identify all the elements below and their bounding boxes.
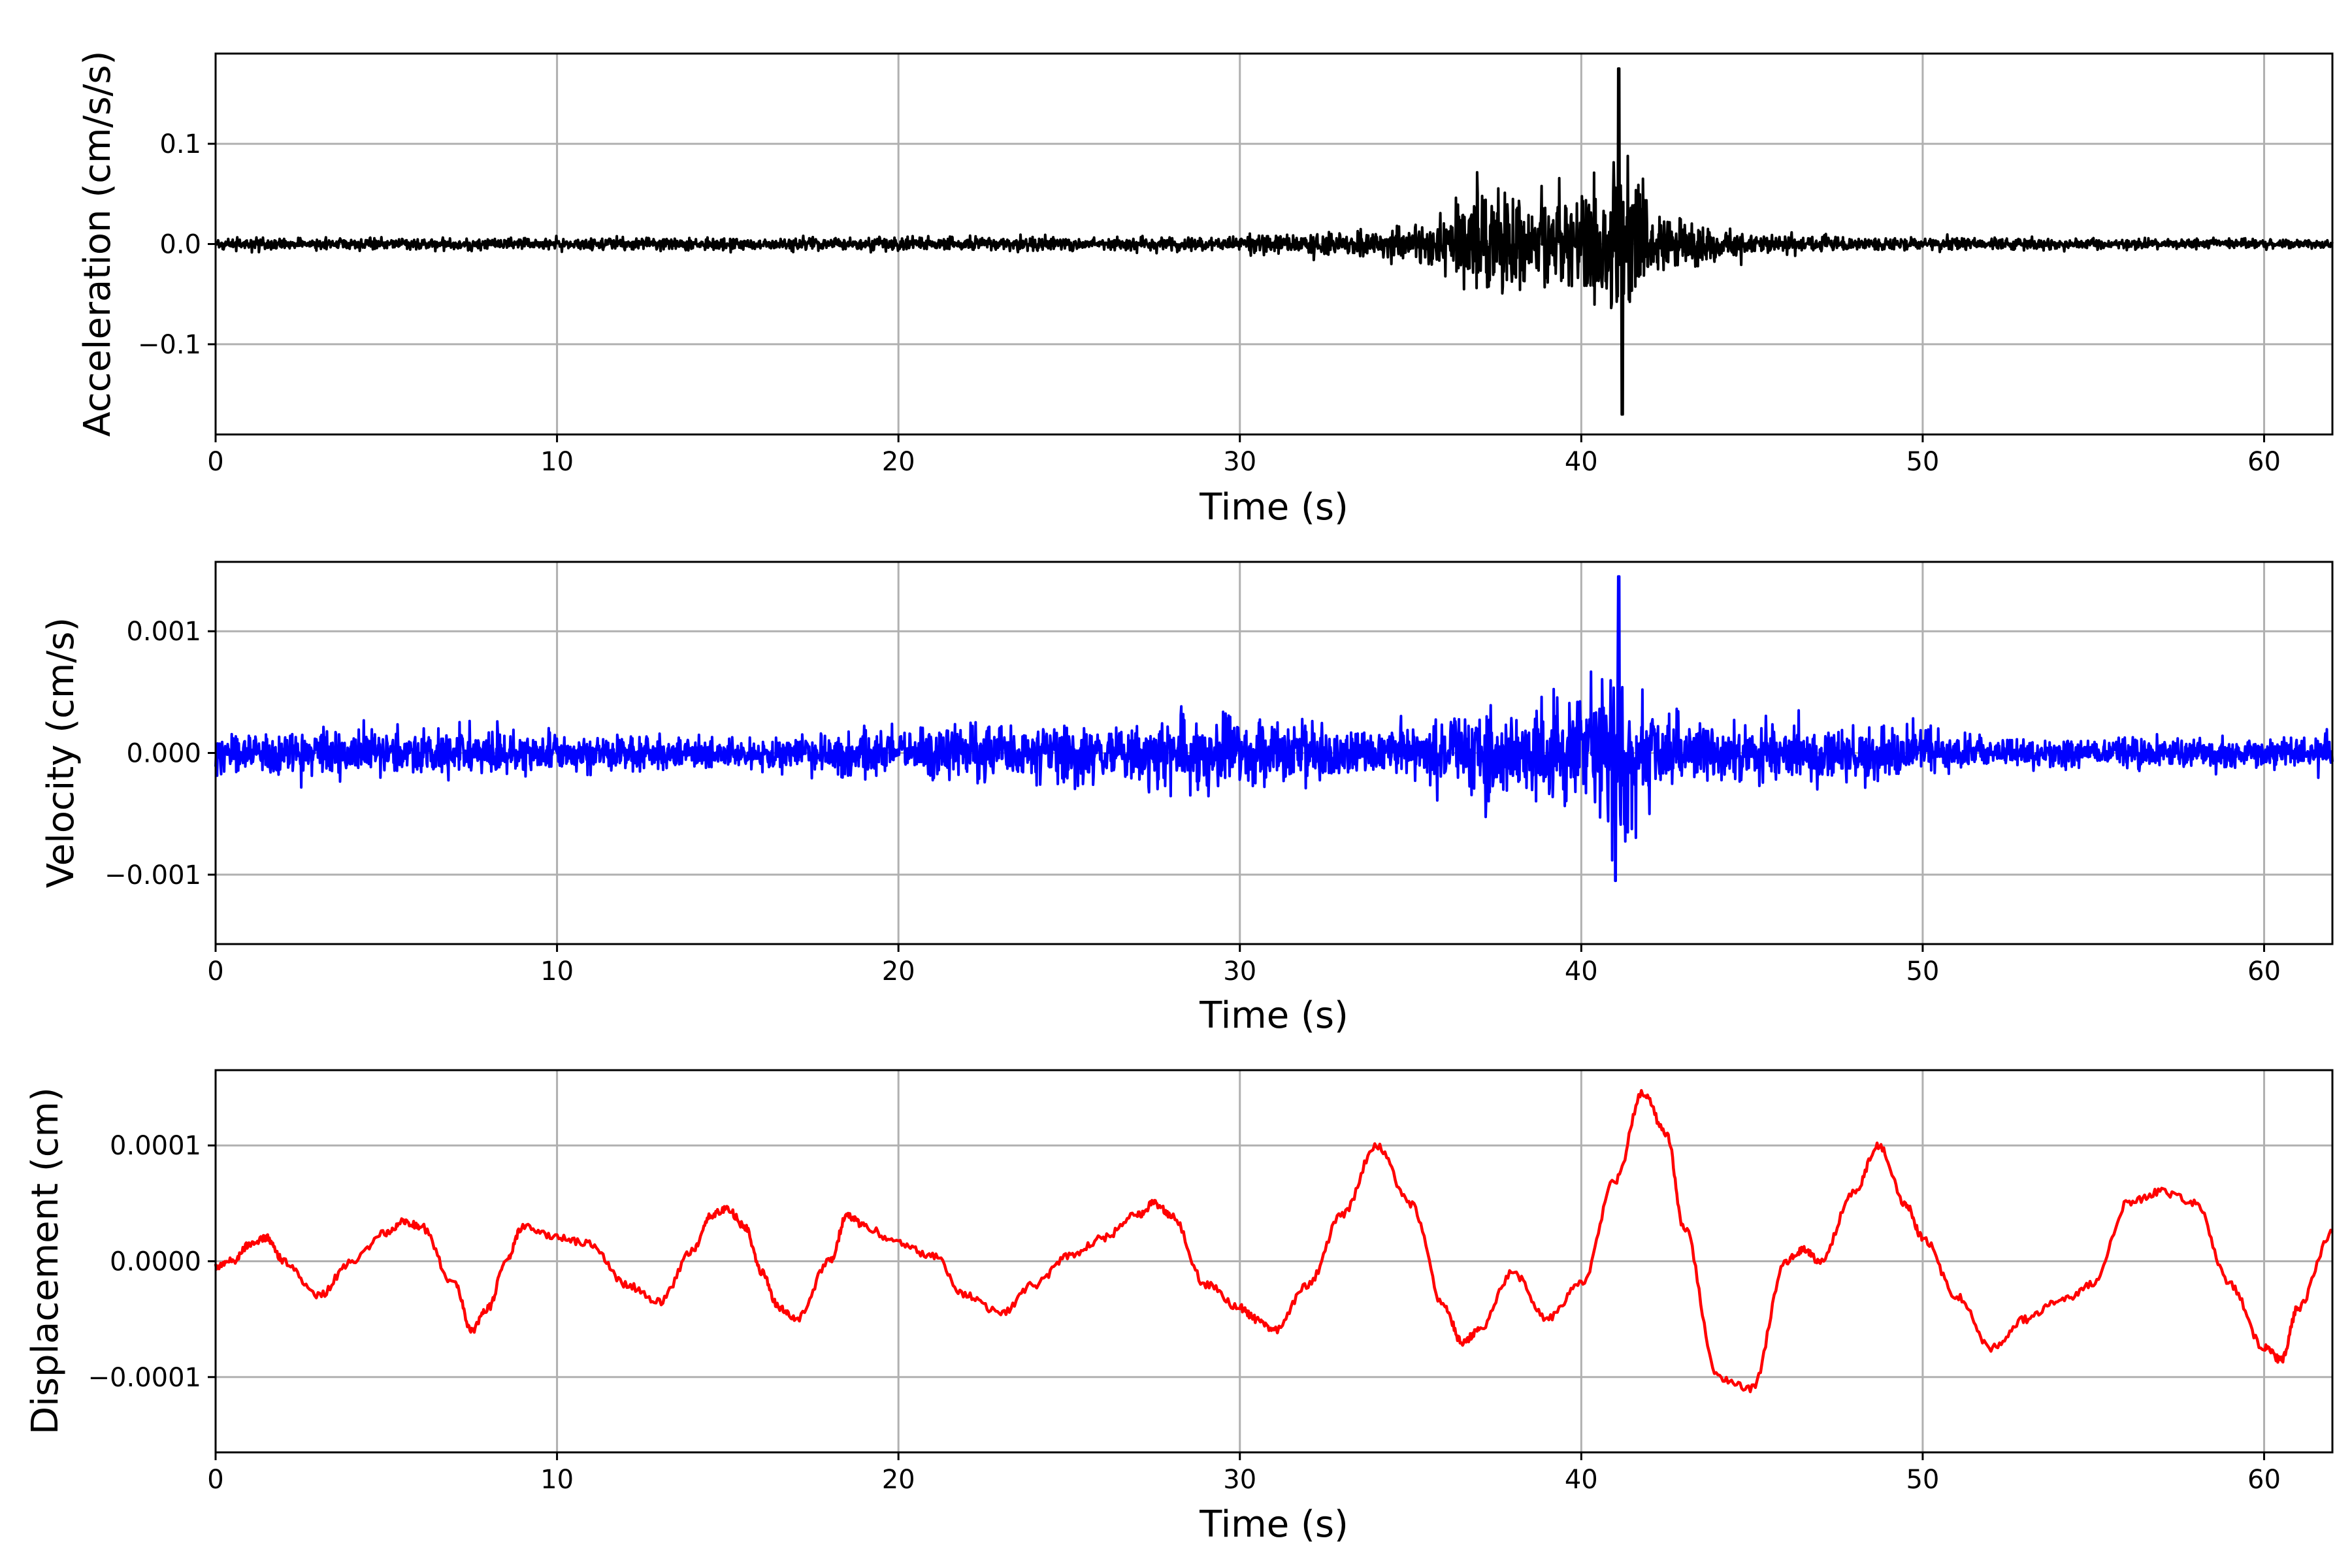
displacement-xlabel: Time (s) (1199, 1503, 1348, 1546)
displacement-ytick-label: 0.0001 (110, 1131, 201, 1161)
displacement-xtick-label: 0 (207, 1465, 223, 1495)
velocity-ytick-label: 0.001 (126, 617, 201, 647)
displacement-xtick-label: 30 (1223, 1465, 1256, 1495)
velocity-xtick-label: 30 (1223, 956, 1256, 987)
velocity-panel: 0 10 20 30 40 50 60 −0.001 0.000 0.001 Time (s) V… (40, 561, 2334, 1037)
displacement-xtick-label: 20 (882, 1465, 915, 1495)
displacement-ticks: 0 10 20 30 40 50 60 −0.0001 0.0000 0.0001 (88, 1131, 2281, 1495)
acceleration-ytick-label: 0.1 (159, 129, 201, 159)
acceleration-xtick-label: 60 (2247, 447, 2281, 477)
velocity-xtick-label: 60 (2247, 956, 2281, 987)
acceleration-xtick-label: 10 (540, 447, 574, 477)
displacement-panel: 0 10 20 30 40 50 60 −0.0001 0.0000 0.0001 Time (s… (24, 1069, 2334, 1546)
acceleration-xtick-label: 0 (207, 447, 223, 477)
displacement-trace (214, 1088, 2334, 1394)
acceleration-ytick-label: 0.0 (159, 230, 201, 260)
acceleration-xtick-label: 20 (882, 447, 915, 477)
velocity-xtick-label: 10 (540, 956, 574, 987)
velocity-ylabel: Velocity (cm/s) (40, 617, 82, 889)
velocity-xtick-label: 40 (1565, 956, 1598, 987)
acceleration-xtick-label: 30 (1223, 447, 1256, 477)
displacement-ytick-label: 0.0000 (110, 1247, 201, 1277)
velocity-xtick-label: 0 (207, 956, 223, 987)
acceleration-ticks: 0 10 20 30 40 50 60 −0.1 0.0 0.1 (138, 129, 2281, 477)
displacement-ytick-label: −0.0001 (88, 1363, 201, 1393)
velocity-xtick-label: 50 (1906, 956, 1939, 987)
acceleration-ytick-label: −0.1 (138, 330, 201, 360)
displacement-ylabel: Displacement (cm) (24, 1087, 67, 1435)
velocity-ytick-label: 0.000 (126, 739, 201, 769)
velocity-trace (214, 575, 2334, 883)
acceleration-panel: 0 10 20 30 40 50 60 −0.1 0.0 0.1 Time (s) Acceler… (76, 51, 2334, 529)
acceleration-ylabel: Acceleration (cm/s/s) (76, 51, 119, 437)
velocity-xlabel: Time (s) (1199, 994, 1348, 1037)
displacement-xtick-label: 40 (1565, 1465, 1598, 1495)
displacement-grid (214, 1070, 2332, 1452)
acceleration-xtick-label: 40 (1565, 447, 1598, 477)
acceleration-trace (214, 67, 2334, 416)
displacement-xtick-label: 10 (540, 1465, 574, 1495)
velocity-ytick-label: −0.001 (105, 860, 201, 890)
velocity-ticks: 0 10 20 30 40 50 60 −0.001 0.000 0.001 (105, 617, 2281, 987)
acceleration-xlabel: Time (s) (1199, 486, 1348, 529)
displacement-xtick-label: 60 (2247, 1465, 2281, 1495)
acceleration-xtick-label: 50 (1906, 447, 1939, 477)
velocity-xtick-label: 20 (882, 956, 915, 987)
displacement-xtick-label: 50 (1906, 1465, 1939, 1495)
